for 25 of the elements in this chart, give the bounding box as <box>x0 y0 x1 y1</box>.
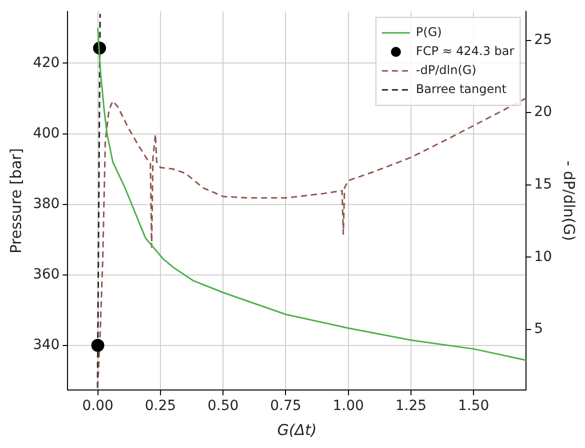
y-tick-label: 420 <box>32 54 60 71</box>
x-tick-label: 0.25 <box>144 398 176 414</box>
legend-label: -dP/dln(G) <box>416 63 476 78</box>
y2-axis-title: - dP/dln(G) <box>560 160 578 241</box>
y2-tick-label: 10 <box>534 248 552 265</box>
x-tick-label: 0.50 <box>207 398 239 414</box>
y-tick-label: 340 <box>32 337 60 354</box>
legend-label: FCP ≈ 424.3 bar <box>416 44 514 58</box>
y-tick-label: 360 <box>32 266 60 283</box>
y2-tick-label: 15 <box>534 176 552 193</box>
x-axis-title: G(Δt) <box>277 420 317 439</box>
x-tick-label: 0.00 <box>82 398 114 414</box>
legend-label: P(G) <box>416 25 442 40</box>
x-tick-label: 1.00 <box>332 398 364 414</box>
y2-tick-label: 5 <box>534 321 544 338</box>
legend-label: Barree tangent <box>416 82 507 96</box>
x-tick-label: 1.50 <box>458 398 490 414</box>
y-axis-title: Pressure [bar] <box>6 148 25 254</box>
y2-tick-label: 25 <box>534 32 552 48</box>
line-series <box>97 97 526 388</box>
y2-tick-label: 20 <box>534 104 552 120</box>
y-tick-label: 400 <box>32 125 60 142</box>
x-tick-label: 1.25 <box>395 398 427 414</box>
x-tick-label: 0.75 <box>270 398 302 414</box>
y-tick-label: 380 <box>32 196 60 212</box>
